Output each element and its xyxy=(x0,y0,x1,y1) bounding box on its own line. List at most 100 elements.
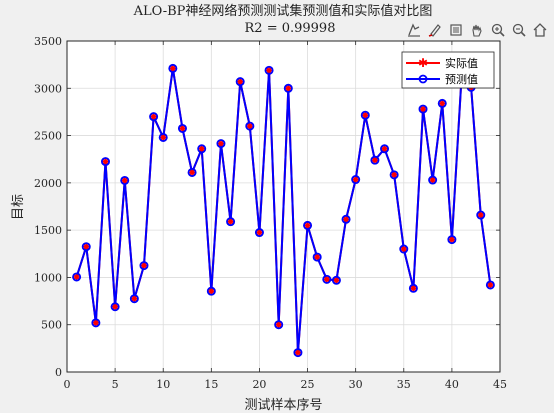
asterisk-stroke xyxy=(93,320,99,326)
data-point-predicted[interactable] xyxy=(293,348,303,358)
data-point-actual[interactable] xyxy=(169,65,177,72)
data-point-actual[interactable] xyxy=(111,303,119,310)
data-point-actual[interactable] xyxy=(246,122,254,130)
data-point-actual[interactable] xyxy=(150,113,157,120)
brush-icon[interactable] xyxy=(427,22,443,38)
data-point-actual[interactable] xyxy=(265,67,273,74)
data-point-actual[interactable] xyxy=(102,158,109,165)
data-point-actual[interactable] xyxy=(208,287,215,295)
data-point-predicted[interactable] xyxy=(264,65,274,75)
data-point-predicted[interactable] xyxy=(418,104,428,114)
data-point-actual[interactable] xyxy=(294,349,302,356)
data-point-predicted[interactable] xyxy=(351,175,361,185)
data-point-predicted[interactable] xyxy=(476,210,486,220)
asterisk-stroke xyxy=(449,236,455,243)
data-point-actual[interactable] xyxy=(179,125,186,132)
data-point-actual[interactable] xyxy=(487,281,494,289)
data-point-actual[interactable] xyxy=(352,176,359,183)
data-point-actual[interactable] xyxy=(140,262,148,269)
data-point-actual[interactable] xyxy=(419,105,427,113)
y-axis-label: 目标 xyxy=(11,194,26,220)
asterisk-stroke xyxy=(352,176,359,183)
data-point-actual[interactable] xyxy=(160,134,167,141)
data-point-predicted[interactable] xyxy=(447,235,457,245)
data-point-predicted[interactable] xyxy=(274,320,284,330)
data-point-predicted[interactable] xyxy=(235,77,245,87)
data-point-predicted[interactable] xyxy=(341,214,351,224)
data-point-actual[interactable] xyxy=(333,277,340,284)
data-point-actual[interactable] xyxy=(83,243,90,250)
data-point-predicted[interactable] xyxy=(129,294,139,304)
asterisk-stroke xyxy=(198,146,205,152)
data-point-predicted[interactable] xyxy=(197,144,207,154)
data-point-actual[interactable] xyxy=(371,156,379,164)
data-point-predicted[interactable] xyxy=(254,228,264,238)
data-point-predicted[interactable] xyxy=(360,110,370,120)
data-point-actual[interactable] xyxy=(121,177,128,184)
data-point-predicted[interactable] xyxy=(206,286,216,296)
data-point-actual[interactable] xyxy=(198,145,205,153)
home-icon[interactable] xyxy=(532,22,548,38)
chart-subtitle: R2 = 0.99998 xyxy=(245,21,336,36)
data-point-predicted[interactable] xyxy=(437,98,447,108)
legend[interactable]: ✱ 实际值 预测值 xyxy=(401,51,495,89)
data-point-actual[interactable] xyxy=(217,140,225,147)
data-point-predicted[interactable] xyxy=(370,155,380,165)
data-point-actual[interactable] xyxy=(323,276,330,283)
data-point-predicted[interactable] xyxy=(245,121,255,131)
data-point-predicted[interactable] xyxy=(485,280,495,290)
link-icon[interactable] xyxy=(448,22,464,38)
data-point-actual[interactable] xyxy=(390,171,398,179)
data-point-predicted[interactable] xyxy=(158,132,168,142)
data-point-predicted[interactable] xyxy=(177,123,187,133)
data-point-actual[interactable] xyxy=(285,85,292,92)
data-point-actual[interactable] xyxy=(131,295,138,302)
data-point-actual[interactable] xyxy=(73,273,80,281)
data-point-actual[interactable] xyxy=(227,218,234,225)
data-point-predicted[interactable] xyxy=(216,139,226,149)
data-point-predicted[interactable] xyxy=(283,83,293,93)
data-point-actual[interactable] xyxy=(313,253,321,261)
data-point-predicted[interactable] xyxy=(428,175,438,185)
data-point-predicted[interactable] xyxy=(226,217,236,227)
data-point-predicted[interactable] xyxy=(139,261,149,271)
data-point-predicted[interactable] xyxy=(120,175,130,185)
data-point-predicted[interactable] xyxy=(399,244,409,254)
data-point-actual[interactable] xyxy=(237,78,244,85)
data-point-actual[interactable] xyxy=(429,176,436,184)
data-point-predicted[interactable] xyxy=(110,302,120,312)
data-point-actual[interactable] xyxy=(439,100,446,107)
pan-icon[interactable] xyxy=(469,22,485,38)
data-point-actual[interactable] xyxy=(275,321,282,328)
data-point-actual[interactable] xyxy=(400,245,407,253)
data-point-predicted[interactable] xyxy=(408,283,418,293)
data-point-predicted[interactable] xyxy=(91,318,101,328)
data-point-predicted[interactable] xyxy=(149,112,159,122)
data-point-actual[interactable] xyxy=(381,145,388,153)
data-point-actual[interactable] xyxy=(448,236,456,243)
data-point-predicted[interactable] xyxy=(81,242,91,252)
data-point-actual[interactable] xyxy=(92,319,100,327)
x-tick-label: 30 xyxy=(349,378,363,391)
data-point-predicted[interactable] xyxy=(331,275,341,285)
asterisk-stroke xyxy=(73,274,80,280)
data-tips-icon[interactable] xyxy=(406,22,422,38)
data-point-predicted[interactable] xyxy=(389,170,399,180)
data-point-predicted[interactable] xyxy=(72,272,82,282)
data-point-predicted[interactable] xyxy=(380,144,390,154)
data-point-predicted[interactable] xyxy=(303,220,313,230)
data-point-actual[interactable] xyxy=(188,169,196,176)
data-point-actual[interactable] xyxy=(342,216,350,223)
data-point-actual[interactable] xyxy=(256,229,263,236)
data-point-predicted[interactable] xyxy=(312,252,322,262)
data-point-predicted[interactable] xyxy=(100,157,110,167)
zoom-out-icon[interactable] xyxy=(511,22,527,38)
data-point-actual[interactable] xyxy=(304,222,311,229)
data-point-predicted[interactable] xyxy=(187,167,197,177)
data-point-predicted[interactable] xyxy=(168,63,178,73)
data-point-actual[interactable] xyxy=(410,285,417,292)
zoom-in-icon[interactable] xyxy=(490,22,506,38)
data-point-actual[interactable] xyxy=(362,112,369,119)
data-point-actual[interactable] xyxy=(477,211,484,219)
data-point-predicted[interactable] xyxy=(322,274,332,284)
